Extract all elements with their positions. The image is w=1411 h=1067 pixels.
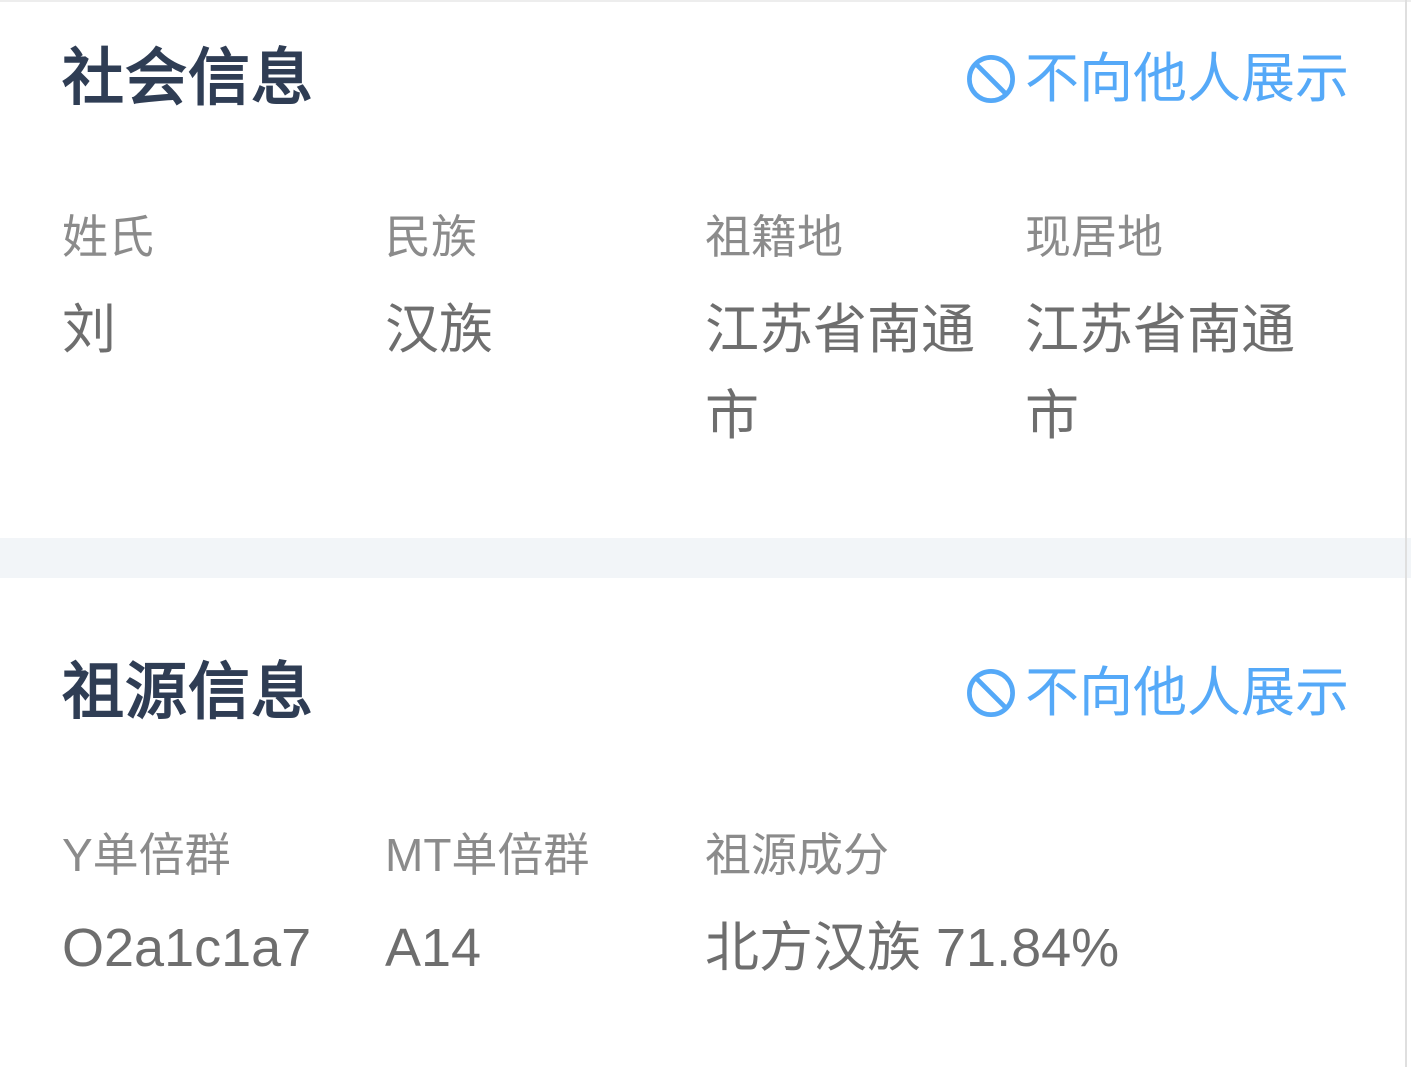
privacy-label: 不向他人展示 <box>1025 48 1349 109</box>
field-ethnicity: 民族 汉族 <box>385 207 705 459</box>
section-ancestry-info: 祖源信息 不向他人展示 Y单倍群 O2a1c1a7 MT单倍群 A14 祖源成分… <box>0 578 1411 1067</box>
privacy-label: 不向他人展示 <box>1025 662 1349 723</box>
field-label: Y单倍群 <box>62 829 231 881</box>
section-divider <box>0 538 1411 578</box>
field-value: 刘 <box>62 300 116 360</box>
field-label: MT单倍群 <box>385 829 590 881</box>
field-ancestry-composition: 祖源成分 北方汉族 71.84% <box>705 825 1349 991</box>
section-ancestry-header: 祖源信息 不向他人展示 <box>62 654 1349 731</box>
right-edge-line <box>1405 0 1407 1067</box>
privacy-toggle-button[interactable]: 不向他人展示 <box>964 48 1349 110</box>
section-social-info: 社会信息 不向他人展示 姓氏 刘 民族 汉族 祖籍地 江苏省南通市 现居地 江苏… <box>0 0 1411 459</box>
field-label: 民族 <box>385 211 477 263</box>
field-current-residence: 现居地 江苏省南通市 <box>1025 207 1345 459</box>
section-social-header: 社会信息 不向他人展示 <box>62 40 1349 117</box>
field-value: 北方汉族 71.84% <box>705 918 1120 978</box>
social-fields-grid: 姓氏 刘 民族 汉族 祖籍地 江苏省南通市 现居地 江苏省南通市 <box>62 207 1349 459</box>
field-label: 姓氏 <box>62 211 154 263</box>
field-y-haplogroup: Y单倍群 O2a1c1a7 <box>62 825 385 991</box>
field-label: 祖籍地 <box>705 211 843 263</box>
field-label: 现居地 <box>1025 211 1163 263</box>
field-mt-haplogroup: MT单倍群 A14 <box>385 825 705 991</box>
prohibition-icon <box>964 52 1018 106</box>
privacy-toggle-button[interactable]: 不向他人展示 <box>964 662 1349 724</box>
field-value: 汉族 <box>385 300 493 360</box>
field-value: O2a1c1a7 <box>62 918 312 978</box>
ancestry-fields-grid: Y单倍群 O2a1c1a7 MT单倍群 A14 祖源成分 北方汉族 71.84% <box>62 825 1349 991</box>
field-value: 江苏省南通市 <box>1025 300 1295 446</box>
field-surname: 姓氏 刘 <box>62 207 385 459</box>
field-value: A14 <box>385 918 482 978</box>
field-ancestral-home: 祖籍地 江苏省南通市 <box>705 207 1025 459</box>
field-value: 江苏省南通市 <box>705 300 975 446</box>
prohibition-icon <box>964 666 1018 720</box>
section-title: 社会信息 <box>62 44 315 113</box>
field-label: 祖源成分 <box>705 829 889 881</box>
section-title: 祖源信息 <box>62 658 315 727</box>
